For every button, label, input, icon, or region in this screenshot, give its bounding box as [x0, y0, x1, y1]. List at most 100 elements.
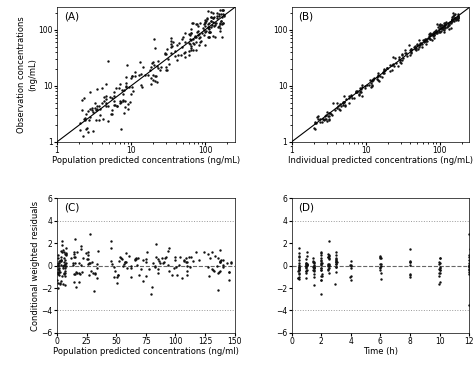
Point	[295, 265, 302, 271]
Point	[319, 116, 327, 122]
Point	[465, 302, 473, 308]
Point	[188, 37, 195, 43]
Point	[57, 278, 65, 284]
Point	[465, 266, 473, 272]
Point	[332, 264, 340, 270]
Point	[190, 258, 197, 264]
Point	[428, 31, 436, 37]
Point	[109, 107, 116, 113]
Point	[93, 275, 100, 281]
Point	[455, 15, 462, 21]
Point	[219, 264, 227, 270]
Point	[201, 249, 208, 255]
Point	[167, 44, 174, 50]
Point	[107, 258, 115, 264]
Point	[187, 43, 195, 49]
Point	[407, 52, 414, 58]
Point	[181, 50, 188, 56]
Point	[178, 44, 185, 50]
Point	[325, 253, 333, 259]
Point	[185, 40, 193, 46]
Point	[139, 278, 146, 284]
Point	[164, 248, 172, 254]
Point	[332, 259, 339, 265]
Point	[192, 21, 200, 27]
Point	[62, 252, 70, 258]
Point	[447, 19, 455, 25]
Point	[451, 11, 458, 17]
Point	[84, 252, 92, 258]
Point	[58, 249, 66, 255]
Point	[204, 34, 211, 40]
Point	[189, 40, 197, 46]
Point	[164, 67, 171, 73]
Point	[317, 252, 325, 258]
Point	[310, 271, 318, 277]
Point	[137, 266, 145, 272]
Point	[333, 105, 341, 111]
Point	[181, 49, 189, 55]
Point	[441, 22, 449, 28]
Point	[466, 253, 474, 259]
Point	[397, 56, 404, 62]
Point	[131, 256, 138, 262]
Point	[202, 18, 210, 24]
Point	[216, 6, 223, 12]
Point	[329, 100, 337, 106]
Point	[72, 271, 79, 277]
Point	[219, 34, 226, 40]
Point	[211, 22, 219, 28]
Point	[431, 28, 439, 34]
Point	[408, 46, 415, 52]
Point	[121, 259, 128, 265]
Point	[325, 261, 332, 267]
Point	[310, 268, 318, 274]
Point	[317, 257, 325, 263]
Point	[302, 275, 310, 281]
Point	[110, 264, 118, 270]
Point	[217, 11, 224, 17]
Point	[198, 30, 206, 36]
Point	[206, 20, 213, 26]
Point	[99, 116, 106, 122]
Point	[60, 249, 67, 255]
Point	[116, 100, 124, 106]
Point	[388, 62, 396, 68]
Point	[402, 50, 410, 56]
Point	[210, 23, 218, 29]
Point	[386, 68, 393, 74]
Point	[165, 245, 173, 251]
Point	[73, 249, 81, 255]
Point	[310, 255, 317, 261]
Point	[102, 100, 110, 106]
Point	[217, 18, 225, 24]
Point	[444, 24, 451, 30]
Point	[347, 258, 355, 264]
Point	[345, 93, 353, 99]
Point	[450, 12, 458, 18]
Point	[376, 255, 384, 261]
Point	[54, 262, 62, 268]
Point	[55, 263, 62, 269]
Point	[151, 45, 159, 51]
Point	[116, 258, 123, 264]
Point	[318, 264, 325, 270]
Point	[137, 82, 145, 88]
Point	[379, 70, 386, 76]
Point	[155, 58, 162, 64]
Point	[217, 259, 224, 265]
Point	[59, 265, 66, 271]
Point	[210, 10, 217, 16]
Point	[187, 254, 195, 260]
Point	[55, 260, 62, 266]
Point	[120, 110, 128, 116]
Point	[125, 101, 132, 107]
Point	[94, 261, 101, 267]
Point	[212, 21, 219, 27]
Point	[432, 27, 440, 33]
Point	[89, 270, 97, 276]
Point	[84, 261, 91, 267]
Point	[303, 267, 310, 273]
Point	[155, 258, 163, 264]
Point	[321, 113, 329, 119]
